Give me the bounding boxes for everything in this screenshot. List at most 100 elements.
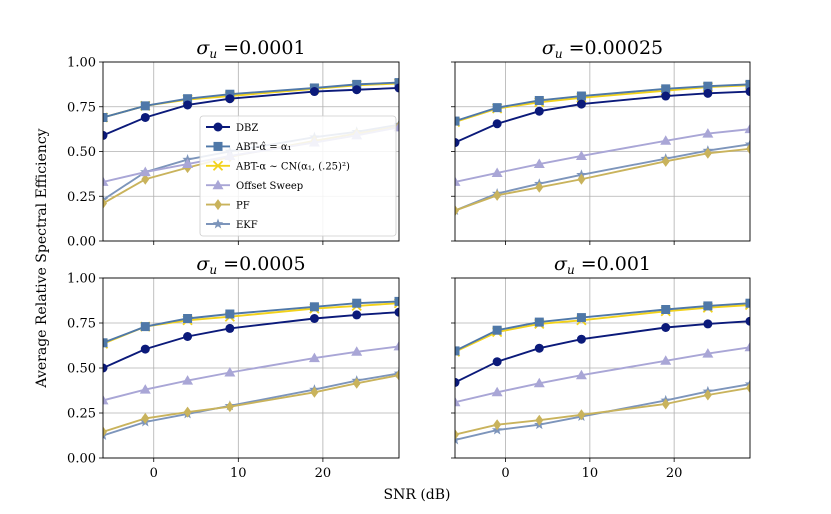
data-point <box>492 325 502 335</box>
data-point <box>661 398 670 410</box>
title-subscript: u <box>555 47 563 61</box>
data-point <box>661 305 671 314</box>
x-tick-label: 0 <box>501 466 509 481</box>
data-point <box>660 135 672 145</box>
data-point <box>491 386 503 397</box>
legend-swatch-marker <box>213 141 223 151</box>
data-point <box>103 430 109 440</box>
data-point <box>492 119 502 129</box>
data-point <box>103 394 109 405</box>
data-point <box>493 419 502 431</box>
legend-label: DBZ <box>236 123 258 134</box>
data-point <box>352 310 362 320</box>
data-point <box>534 343 544 353</box>
data-point <box>183 100 193 110</box>
y-tick-label: 0.25 <box>67 407 96 422</box>
data-point <box>534 106 544 116</box>
legend-label: EKF <box>236 220 258 231</box>
data-point <box>394 296 399 306</box>
data-point <box>535 414 544 426</box>
legend-label: PF <box>236 200 250 211</box>
title-subscript: u <box>567 263 575 277</box>
axes-frame <box>102 61 400 242</box>
series-group <box>455 79 750 217</box>
data-point <box>103 176 109 186</box>
legend-label: ABT-α ∼ CN(α₁, (.25)²) <box>235 162 350 173</box>
data-point <box>225 323 235 333</box>
data-point <box>224 367 236 377</box>
y-tick-label: 0.50 <box>67 145 96 160</box>
legend-item: ABT-α ∼ CN(α₁, (.25)²) <box>206 160 350 173</box>
legend-swatch-marker <box>212 179 224 190</box>
data-point <box>533 158 545 169</box>
legend-item: PF <box>206 199 250 211</box>
data-point <box>308 352 320 363</box>
subplot-2: σu =0.00025 <box>451 37 751 245</box>
x-tick-label: 0 <box>150 466 158 481</box>
y-tick-label: 0.25 <box>67 190 96 205</box>
y-axis-label: Average Relative Spectral Efficiency <box>34 128 50 388</box>
data-point <box>103 426 107 438</box>
data-point <box>746 382 750 394</box>
data-point <box>455 434 461 445</box>
x-tick-label: 20 <box>666 466 683 481</box>
data-point <box>661 155 670 167</box>
panel-title: σu =0.001 <box>554 253 651 277</box>
data-point <box>660 355 672 365</box>
y-tick-label: 0.50 <box>67 362 96 377</box>
data-point <box>309 302 319 312</box>
data-point <box>455 377 460 387</box>
series-group <box>455 298 750 445</box>
y-tick-label: 0.00 <box>67 235 96 250</box>
data-point <box>702 128 714 138</box>
data-point <box>394 307 399 317</box>
data-point <box>225 401 234 413</box>
panel-title: σu =0.00025 <box>542 37 663 61</box>
legend-item: EKF <box>206 218 258 231</box>
legend: DBZ ABT-α̂ = α₁ ABT-α ∼ CN(α₁, (.25)²) Offs… <box>199 115 397 237</box>
data-point <box>744 123 750 134</box>
data-point <box>351 346 363 356</box>
data-point <box>182 375 194 385</box>
data-point <box>352 377 361 389</box>
y-tick-label: 0.75 <box>67 317 96 332</box>
data-point <box>141 173 150 185</box>
data-point <box>103 338 108 348</box>
legend-label: Offset Sweep <box>236 181 303 192</box>
data-point <box>139 384 151 394</box>
data-point <box>703 389 712 401</box>
data-point <box>140 112 150 122</box>
axes-frame <box>454 61 751 242</box>
series-group <box>103 296 399 440</box>
title-value: =0.0005 <box>217 253 305 275</box>
legend-item: DBZ <box>206 122 258 134</box>
legend-swatch-marker <box>212 160 224 171</box>
data-point <box>745 316 750 326</box>
data-point <box>182 158 194 169</box>
data-point <box>394 78 399 88</box>
data-point <box>140 344 150 354</box>
data-point <box>492 357 502 367</box>
data-point <box>140 322 150 332</box>
data-point <box>703 81 713 91</box>
data-point <box>661 91 671 101</box>
legend-label: ABT-α̂ = α₁ <box>235 142 292 153</box>
data-point <box>746 143 750 155</box>
data-point <box>576 99 586 109</box>
data-point <box>703 319 713 329</box>
data-point <box>535 181 544 193</box>
x-tick-label: 20 <box>315 466 332 481</box>
y-tick-label: 1.00 <box>67 56 96 71</box>
data-point <box>352 79 362 89</box>
x-axis-label: SNR (dB) <box>383 487 450 503</box>
data-point <box>455 176 461 186</box>
y-tick-label: 0.00 <box>67 452 96 467</box>
data-point <box>576 91 586 101</box>
data-point <box>103 130 108 140</box>
data-point <box>534 317 544 327</box>
data-point <box>309 87 319 97</box>
title-sigma: σ <box>554 253 568 275</box>
x-tick-label: 10 <box>230 466 247 481</box>
data-point <box>702 348 714 358</box>
